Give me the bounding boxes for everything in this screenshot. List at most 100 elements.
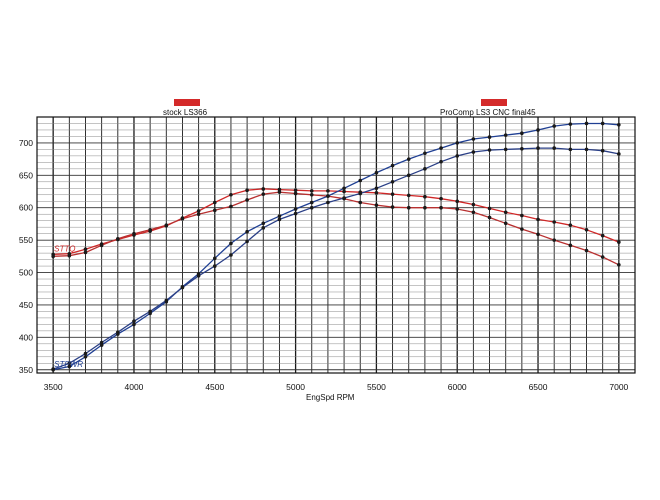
series-1-point — [99, 243, 104, 248]
series-2-point — [342, 186, 346, 191]
series-1-point — [51, 254, 55, 259]
series-2-point — [309, 200, 314, 205]
series-3-point — [520, 146, 524, 151]
series-2-point — [229, 241, 233, 246]
series-2-point — [568, 122, 573, 126]
series-3-point — [116, 330, 120, 334]
series-3-point — [261, 226, 266, 230]
series-2-point — [277, 214, 282, 218]
series-3-point — [390, 180, 395, 184]
series-0-point — [245, 188, 249, 193]
legend-label-stock: stock LS366 — [163, 108, 208, 117]
series-2-point — [293, 207, 298, 211]
series-1-point — [600, 255, 605, 259]
legend-swatch-stock — [174, 99, 200, 106]
y-tick-label: 700 — [19, 138, 33, 148]
series-1-point — [406, 205, 411, 210]
series-1-point — [487, 215, 492, 220]
series-0-point — [309, 189, 314, 193]
series-2-point — [617, 122, 621, 127]
series-2-point — [358, 178, 363, 183]
series-3-point — [180, 285, 185, 290]
x-tick-label: 5500 — [367, 382, 386, 392]
legend-swatch-procomp — [481, 99, 507, 106]
series-3-point — [212, 264, 217, 268]
series-1-point — [67, 253, 72, 258]
series-1-point — [358, 200, 363, 205]
series-2-point — [245, 229, 249, 234]
plot-area — [37, 117, 635, 373]
series-3-point — [83, 351, 88, 356]
series-0-point — [326, 189, 330, 193]
series-0-point — [277, 187, 282, 192]
series-1-point — [132, 231, 136, 236]
series-1-point — [423, 205, 427, 210]
series-2-point — [552, 124, 556, 128]
series-2-point — [326, 194, 330, 198]
series-1-point — [164, 223, 169, 228]
series-0-point — [455, 199, 460, 204]
series-3-point — [67, 361, 72, 366]
series-0-point — [229, 192, 233, 197]
series-line-1 — [53, 191, 620, 266]
series-2-point — [83, 354, 88, 359]
series-2-point — [132, 322, 136, 327]
series-1-point — [455, 207, 460, 211]
series-0-point — [471, 202, 476, 207]
series-3-point — [196, 273, 201, 278]
series-1-point — [116, 237, 120, 241]
series-3-point — [309, 205, 314, 210]
series-3-point — [245, 239, 249, 244]
series-3-point — [423, 167, 427, 171]
series-1-point — [536, 232, 540, 237]
series-0-point — [390, 192, 395, 196]
series-3-point — [229, 253, 233, 257]
series-2-point — [423, 151, 427, 156]
x-tick-label: 5000 — [286, 382, 305, 392]
series-3-point — [503, 147, 508, 152]
series-1-point — [277, 190, 282, 194]
series-1-point — [617, 262, 621, 267]
series-0-point — [568, 223, 573, 228]
series-2-point — [406, 157, 411, 161]
series-1-point — [293, 191, 298, 196]
series-3-point — [617, 152, 621, 156]
series-1-point — [439, 205, 443, 210]
y-tick-label: 400 — [19, 332, 33, 342]
y-tick-label: 350 — [19, 365, 33, 375]
series-0-point — [584, 227, 589, 232]
series-name-label: STTQ — [54, 244, 75, 253]
series-0-point — [600, 233, 605, 238]
series-1-point — [552, 238, 556, 242]
x-tick-label: 7000 — [609, 382, 628, 392]
series-0-point — [196, 209, 201, 213]
series-3-point — [536, 146, 540, 150]
series-3-point — [568, 147, 573, 152]
x-tick-label: 6500 — [529, 382, 548, 392]
series-3-point — [439, 159, 443, 164]
series-0-point — [617, 240, 621, 244]
x-tick-label: 6000 — [448, 382, 467, 392]
series-2-point — [212, 256, 217, 261]
series-3-point — [358, 191, 363, 196]
series-0-point — [342, 189, 346, 194]
series-1-point — [148, 227, 152, 232]
series-0-point — [261, 187, 266, 191]
series-2-point — [584, 121, 589, 126]
series-1-point — [503, 221, 508, 226]
series-3-point — [374, 186, 379, 191]
series-3-point — [99, 340, 104, 345]
plot-frame — [36, 116, 636, 374]
y-tick-label: 650 — [19, 170, 33, 180]
series-2-point — [390, 163, 395, 168]
series-2-point — [520, 131, 524, 136]
x-axis-title: EngSpd RPM — [306, 393, 355, 402]
series-0-point — [536, 217, 540, 222]
series-2-point — [99, 343, 104, 347]
series-0-point — [503, 210, 508, 215]
series-2-point — [374, 170, 379, 175]
series-1-point — [520, 227, 524, 231]
series-1-point — [212, 208, 217, 213]
series-0-point — [83, 247, 88, 252]
x-tick-label: 4000 — [125, 382, 144, 392]
